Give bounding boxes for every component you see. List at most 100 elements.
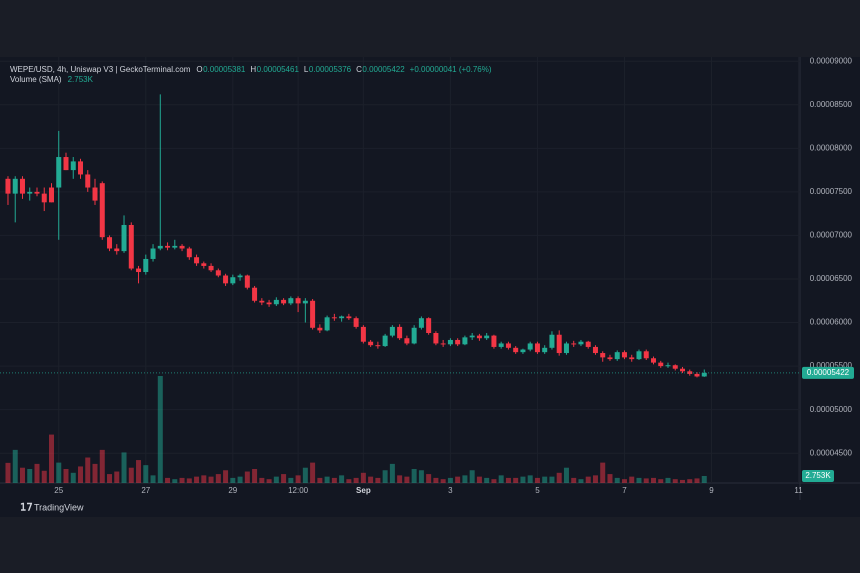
volume-bar <box>629 476 635 483</box>
volume-bar <box>5 462 11 483</box>
candle-body <box>701 372 707 377</box>
ohlc-value: 0.00005381 <box>203 65 246 74</box>
candle-body <box>252 287 258 301</box>
candle-body <box>614 352 620 360</box>
candle-body <box>34 191 40 194</box>
candle-body <box>455 339 461 345</box>
candle-body <box>223 275 229 284</box>
marks <box>0 94 800 483</box>
volume-bar <box>542 476 548 483</box>
labels: WEPE/USD, 4h, Uniswap V3 | GeckoTerminal… <box>10 56 854 495</box>
candle-body <box>128 224 134 269</box>
volume-bar <box>201 475 207 483</box>
y-tick-label: 0.00007000 <box>810 231 853 240</box>
candle-body <box>513 347 519 353</box>
y-tick-label: 0.00005000 <box>810 405 853 414</box>
volume-bar <box>665 477 671 483</box>
volume-bar <box>78 466 84 483</box>
candle-body <box>672 365 678 369</box>
x-tick-label: Sep <box>356 486 371 495</box>
candle-body <box>92 187 98 201</box>
ohlc-key: C <box>356 65 362 74</box>
volume-bar <box>549 476 555 483</box>
volume-bar <box>223 470 229 483</box>
ohlc-key: O <box>196 65 202 74</box>
volume-bar <box>128 467 134 483</box>
volume-bar <box>411 468 417 483</box>
candle-body <box>165 245 171 248</box>
x-tick-label: 27 <box>141 486 150 495</box>
volume-bar <box>614 477 620 483</box>
volume-bar <box>527 475 533 483</box>
last-volume-label: 2.753K <box>805 471 831 480</box>
candle-body <box>447 339 453 345</box>
volume-bar <box>375 477 381 483</box>
volume-bar <box>368 476 374 483</box>
volume-bar <box>339 475 345 483</box>
volume-readout: 2.753K <box>68 75 94 84</box>
volume-bar <box>440 479 446 483</box>
candle-body <box>549 334 555 348</box>
volume-bar <box>418 470 424 483</box>
candle-body <box>534 343 540 353</box>
volume-bar <box>505 477 511 483</box>
candle-body <box>63 157 69 171</box>
y-tick-label: 0.00004500 <box>810 448 853 457</box>
candle-body <box>194 257 200 264</box>
volume-bar <box>172 479 178 483</box>
candle-body <box>680 368 686 372</box>
x-tick-label: 12:00 <box>288 486 309 495</box>
volume-bar <box>600 462 606 483</box>
volume-bar <box>426 474 432 483</box>
volume-bar <box>107 474 113 483</box>
candle-body <box>520 349 526 353</box>
brand: TradingView <box>34 502 84 512</box>
volume-bar <box>99 449 105 483</box>
candle-body <box>505 343 511 348</box>
volume-bar <box>382 470 388 483</box>
ohlc-key: L <box>304 65 309 74</box>
candle-body <box>27 191 33 194</box>
volume-bar <box>680 479 686 483</box>
volume-bar <box>592 475 598 483</box>
candle-body <box>295 298 301 304</box>
candle-body <box>484 335 490 339</box>
volume-bar <box>252 468 258 483</box>
candle-body <box>266 302 272 305</box>
candle-body <box>201 263 207 266</box>
volume-bar <box>447 477 453 483</box>
volume-bar <box>331 477 337 483</box>
candle-body <box>658 362 664 367</box>
y-tick-label: 0.00009000 <box>810 56 853 65</box>
candle-body <box>629 357 635 360</box>
candle-body <box>259 300 265 303</box>
candle-body <box>440 343 446 345</box>
volume-bar <box>136 460 142 483</box>
volume-bar <box>19 467 25 483</box>
candle-body <box>476 335 482 339</box>
volume-bar <box>310 462 316 483</box>
candle-body <box>273 299 279 305</box>
candle-body <box>353 318 359 327</box>
volume-bar <box>244 471 250 483</box>
volume-title: Volume (SMA) <box>10 75 62 84</box>
volume-bar <box>41 470 47 483</box>
candle-body <box>136 268 142 273</box>
volume-bar <box>150 475 156 483</box>
ohlc-key: H <box>250 65 256 74</box>
volume-bar <box>317 477 323 483</box>
volume-bar <box>650 477 656 483</box>
last-price-tag <box>802 366 854 379</box>
y-tick-label: 0.00006500 <box>810 274 853 283</box>
candle-body <box>331 317 337 319</box>
volume-bar <box>288 477 294 483</box>
candle-body <box>397 326 403 339</box>
candle-body <box>41 193 47 203</box>
volume-bar <box>404 476 410 483</box>
candle-body <box>70 161 76 171</box>
x-tick-label: 3 <box>448 486 453 495</box>
candle-body <box>244 275 250 288</box>
candle-body <box>237 275 243 278</box>
y-tick-label: 0.00005500 <box>810 361 853 370</box>
